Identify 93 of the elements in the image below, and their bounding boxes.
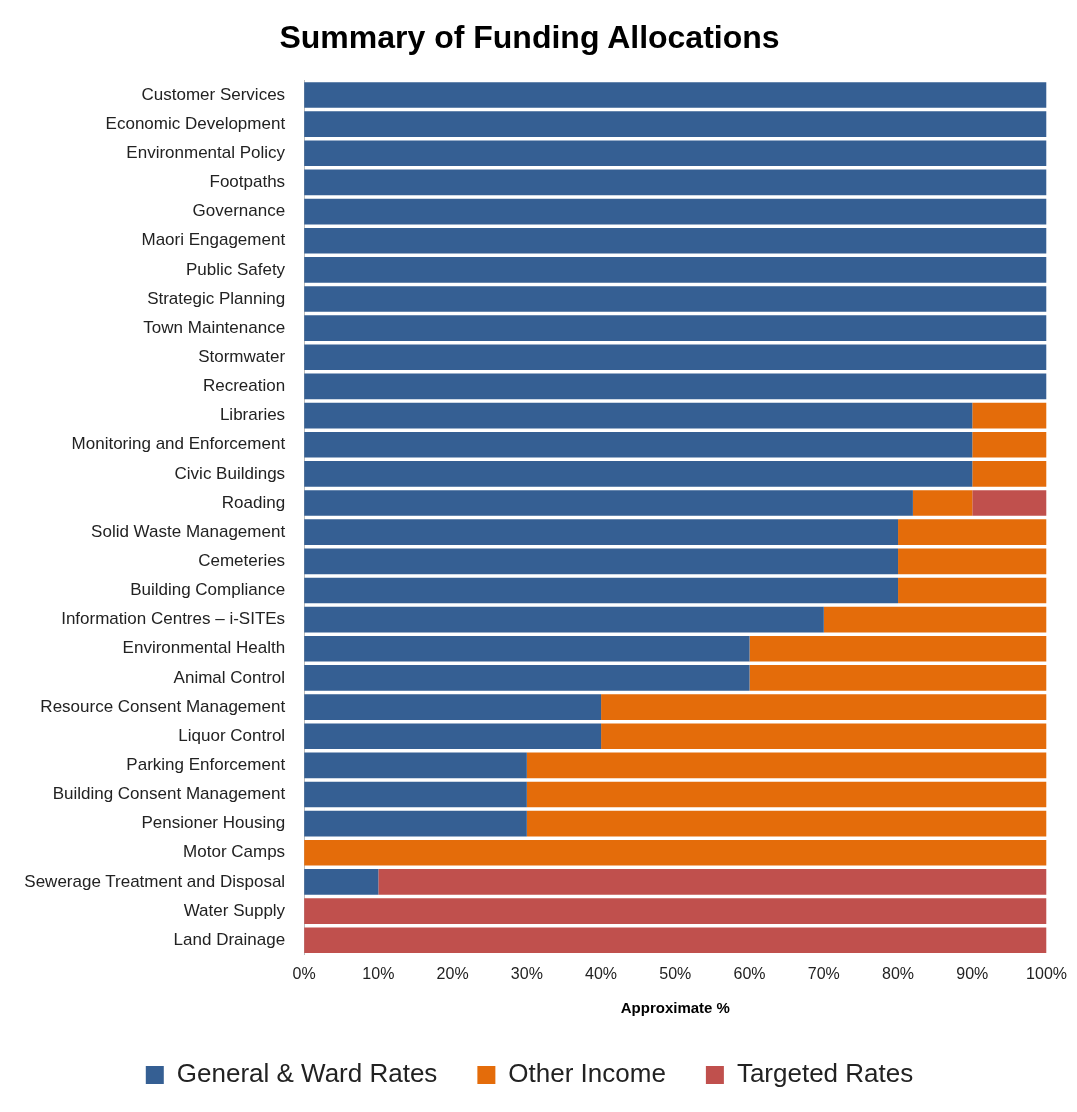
- legend-label: Other Income: [508, 1058, 666, 1089]
- bar: [304, 548, 899, 575]
- bar: [601, 694, 1047, 720]
- y-tick-label: Stormwater: [198, 346, 286, 366]
- bar: [304, 606, 824, 633]
- y-tick-label: Solid Waste Management: [91, 521, 286, 541]
- y-tick-label: Strategic Planning: [147, 288, 286, 308]
- bar: [304, 519, 899, 545]
- y-tick-label: Monitoring and Enforcement: [71, 434, 286, 454]
- bar: [304, 781, 527, 808]
- bar: [972, 461, 1047, 487]
- y-tick-label: Animal Control: [173, 667, 286, 687]
- y-tick-label: Maori Engagement: [141, 230, 286, 250]
- bar: [304, 111, 1047, 137]
- bar: [304, 198, 1047, 225]
- bar: [304, 635, 750, 662]
- y-tick-label: Land Drainage: [173, 929, 286, 949]
- y-tick-label: Footpaths: [209, 172, 286, 192]
- y-tick-label: Building Consent Management: [52, 784, 286, 804]
- bar: [304, 286, 1047, 312]
- bar: [304, 461, 973, 487]
- y-tick-label: Customer Services: [141, 84, 286, 104]
- bar: [898, 577, 1047, 604]
- bar: [823, 606, 1047, 633]
- x-tick-label: 90%: [956, 964, 989, 982]
- x-tick-label: 10%: [362, 964, 395, 982]
- legend-label: Targeted Rates: [736, 1058, 914, 1089]
- x-tick-label: 30%: [510, 964, 543, 982]
- bar: [601, 723, 1047, 750]
- y-tick-label: Economic Development: [105, 113, 286, 133]
- bar: [304, 344, 1047, 371]
- bar: [749, 665, 1047, 691]
- x-tick-label: 0%: [292, 964, 316, 982]
- y-tick-label: Cemeteries: [198, 551, 286, 571]
- bar: [304, 373, 1047, 400]
- y-tick-label: Resource Consent Management: [40, 696, 286, 716]
- bar: [526, 752, 1047, 779]
- bar: [304, 723, 602, 750]
- bar: [304, 898, 1047, 924]
- bar: [304, 839, 1047, 866]
- bar: [304, 869, 379, 895]
- bar: [304, 257, 1047, 283]
- x-axis-title: Approximate %: [620, 999, 730, 1017]
- x-tick-label: 40%: [585, 964, 618, 982]
- y-tick-label: Civic Buildings: [174, 463, 286, 483]
- bar: [912, 490, 973, 516]
- y-tick-label: Motor Camps: [183, 842, 286, 862]
- y-tick-label: Recreation: [202, 376, 286, 396]
- x-tick-label: 60%: [733, 964, 766, 982]
- bar: [526, 810, 1047, 837]
- bar: [304, 810, 527, 837]
- bar: [304, 927, 1047, 954]
- bar: [526, 781, 1047, 808]
- y-tick-label: Parking Enforcement: [126, 755, 286, 775]
- bar: [304, 140, 1047, 167]
- bar: [304, 402, 973, 429]
- y-tick-label: Liquor Control: [178, 725, 286, 745]
- y-tick-label: Governance: [192, 201, 286, 221]
- y-tick-label: Sewerage Treatment and Disposal: [24, 871, 286, 891]
- bar: [304, 490, 913, 516]
- x-tick-label: 100%: [1026, 964, 1067, 982]
- y-tick-label: Environmental Health: [122, 638, 286, 658]
- bar: [378, 869, 1047, 895]
- y-tick-label: Environmental Policy: [126, 142, 286, 162]
- x-tick-label: 80%: [882, 964, 915, 982]
- y-tick-label: Information Centres – i-SITEs: [61, 609, 286, 629]
- y-tick-label: Building Compliance: [130, 580, 286, 600]
- bar: [304, 694, 602, 720]
- y-tick-label: Libraries: [219, 405, 286, 425]
- y-tick-label: Water Supply: [183, 900, 286, 920]
- y-tick-label: Public Safety: [185, 259, 286, 279]
- y-tick-label: Roading: [221, 492, 286, 512]
- bar: [972, 402, 1047, 429]
- bar: [972, 490, 1047, 516]
- bar: [304, 227, 1047, 254]
- bar: [304, 82, 1047, 108]
- x-tick-label: 70%: [807, 964, 840, 982]
- bar: [749, 635, 1047, 662]
- bar: [304, 169, 1047, 196]
- bar: [304, 315, 1047, 341]
- y-tick-label: Town Maintenance: [143, 317, 286, 337]
- bar: [304, 577, 899, 604]
- x-tick-label: 50%: [659, 964, 692, 982]
- y-tick-label: Pensioner Housing: [141, 813, 286, 833]
- bar: [304, 665, 750, 691]
- bar: [898, 548, 1047, 575]
- bar: [304, 431, 973, 458]
- chart-title: Summary of Funding Allocations: [279, 19, 780, 56]
- bar: [304, 752, 527, 779]
- x-tick-label: 20%: [436, 964, 469, 982]
- bar: [898, 519, 1047, 545]
- bar: [972, 431, 1047, 458]
- legend-label: General & Ward Rates: [176, 1058, 438, 1089]
